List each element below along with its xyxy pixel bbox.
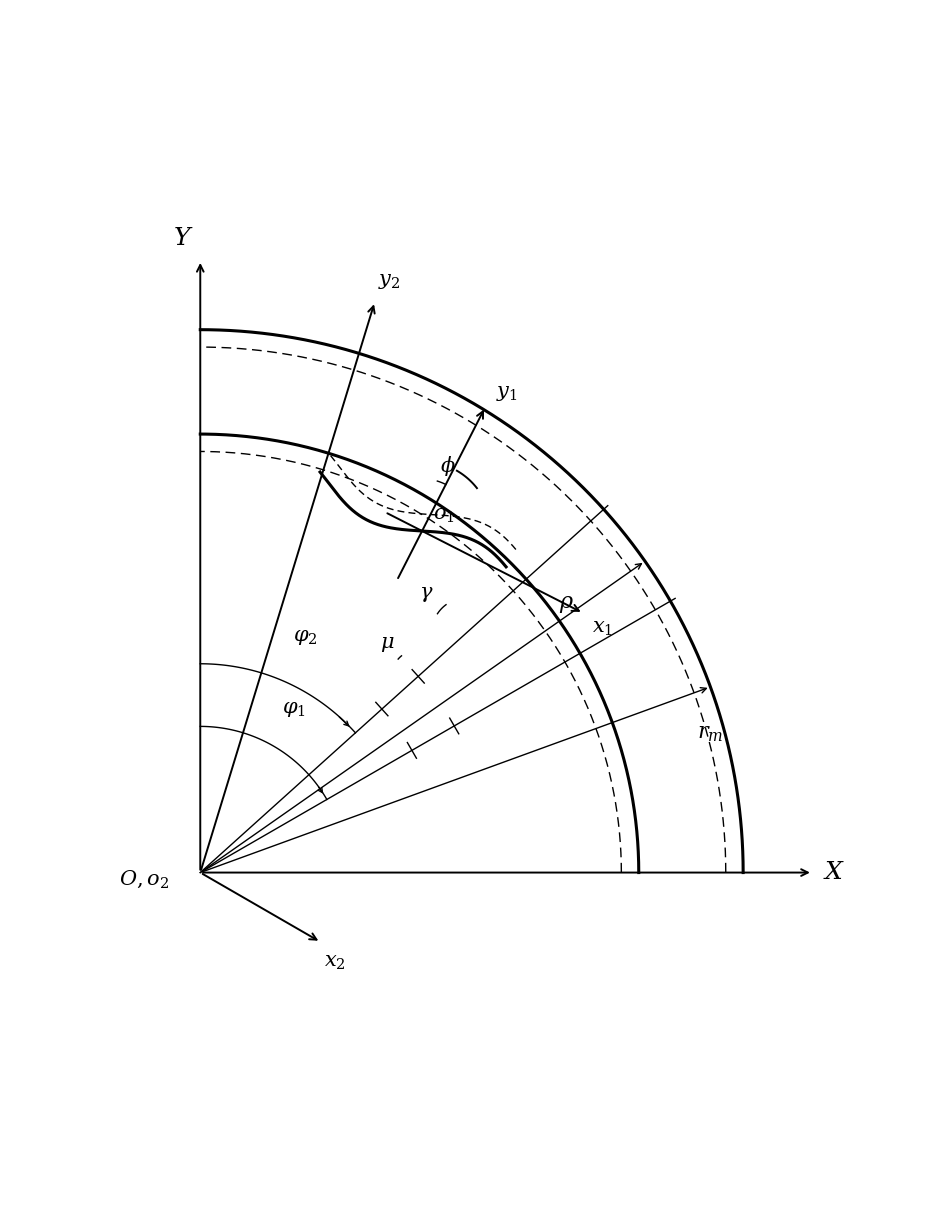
Text: $y_1$: $y_1$ bbox=[496, 384, 517, 403]
Text: $O,o_2$: $O,o_2$ bbox=[119, 868, 169, 890]
Text: $x_2$: $x_2$ bbox=[324, 953, 346, 971]
Text: $\mu$: $\mu$ bbox=[380, 636, 395, 654]
Text: $\varphi_1$: $\varphi_1$ bbox=[282, 700, 306, 719]
Text: $Y$: $Y$ bbox=[173, 226, 193, 249]
Text: $x_1$: $x_1$ bbox=[591, 619, 613, 638]
Text: $\rho$: $\rho$ bbox=[559, 593, 573, 615]
Text: $\varphi_2$: $\varphi_2$ bbox=[292, 627, 318, 647]
Text: $\gamma$: $\gamma$ bbox=[419, 585, 433, 604]
Text: $y_2$: $y_2$ bbox=[378, 272, 401, 291]
Text: $o_1$: $o_1$ bbox=[432, 506, 454, 526]
Text: $X$: $X$ bbox=[823, 861, 845, 884]
Text: $r_m$: $r_m$ bbox=[697, 723, 724, 745]
Text: $\phi$: $\phi$ bbox=[440, 454, 456, 478]
